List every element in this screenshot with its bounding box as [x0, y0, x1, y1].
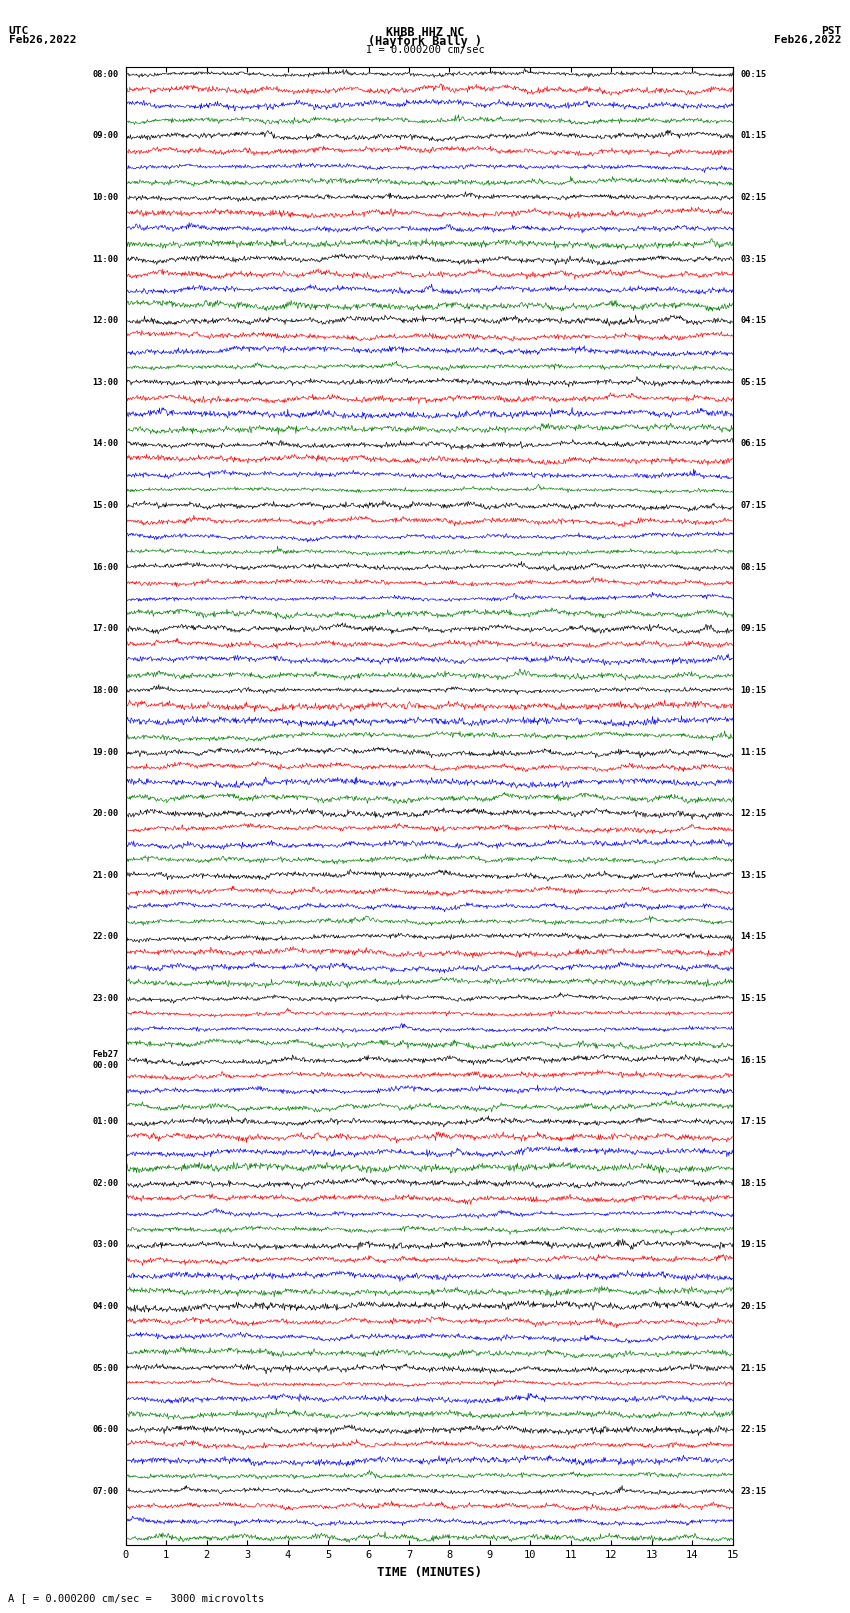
Text: 04:15: 04:15 — [740, 316, 767, 326]
Text: 22:00: 22:00 — [92, 932, 118, 942]
Text: I = 0.000200 cm/sec: I = 0.000200 cm/sec — [366, 45, 484, 55]
Text: 12:00: 12:00 — [92, 316, 118, 326]
Text: 16:15: 16:15 — [740, 1055, 767, 1065]
Text: 11:15: 11:15 — [740, 747, 767, 756]
Text: UTC: UTC — [8, 26, 29, 35]
Text: Feb27
00:00: Feb27 00:00 — [92, 1050, 118, 1069]
Text: Feb26,2022: Feb26,2022 — [8, 35, 76, 45]
Text: 11:00: 11:00 — [92, 255, 118, 263]
Text: 10:15: 10:15 — [740, 686, 767, 695]
Text: 17:00: 17:00 — [92, 624, 118, 634]
Text: Feb26,2022: Feb26,2022 — [774, 35, 842, 45]
Text: 01:15: 01:15 — [740, 131, 767, 140]
Text: 05:00: 05:00 — [92, 1363, 118, 1373]
Text: 16:00: 16:00 — [92, 563, 118, 571]
Text: 12:15: 12:15 — [740, 810, 767, 818]
Text: (Hayfork Bally ): (Hayfork Bally ) — [368, 35, 482, 48]
Text: 21:15: 21:15 — [740, 1363, 767, 1373]
Text: 04:00: 04:00 — [92, 1302, 118, 1311]
Text: 06:00: 06:00 — [92, 1426, 118, 1434]
Text: 19:00: 19:00 — [92, 747, 118, 756]
Text: 08:00: 08:00 — [92, 69, 118, 79]
Text: 08:15: 08:15 — [740, 563, 767, 571]
Text: KHBB HHZ NC: KHBB HHZ NC — [386, 26, 464, 39]
Text: 15:00: 15:00 — [92, 502, 118, 510]
Text: 19:15: 19:15 — [740, 1240, 767, 1250]
Text: 23:00: 23:00 — [92, 994, 118, 1003]
Text: 13:00: 13:00 — [92, 377, 118, 387]
X-axis label: TIME (MINUTES): TIME (MINUTES) — [377, 1566, 482, 1579]
Text: PST: PST — [821, 26, 842, 35]
Text: 00:15: 00:15 — [740, 69, 767, 79]
Text: 02:15: 02:15 — [740, 194, 767, 202]
Text: 18:15: 18:15 — [740, 1179, 767, 1187]
Text: 09:15: 09:15 — [740, 624, 767, 634]
Text: 03:15: 03:15 — [740, 255, 767, 263]
Text: 13:15: 13:15 — [740, 871, 767, 879]
Text: 18:00: 18:00 — [92, 686, 118, 695]
Text: 14:00: 14:00 — [92, 439, 118, 448]
Text: 07:00: 07:00 — [92, 1487, 118, 1495]
Text: 23:15: 23:15 — [740, 1487, 767, 1495]
Text: 22:15: 22:15 — [740, 1426, 767, 1434]
Text: 20:15: 20:15 — [740, 1302, 767, 1311]
Text: 10:00: 10:00 — [92, 194, 118, 202]
Text: 17:15: 17:15 — [740, 1118, 767, 1126]
Text: 15:15: 15:15 — [740, 994, 767, 1003]
Text: 14:15: 14:15 — [740, 932, 767, 942]
Text: 20:00: 20:00 — [92, 810, 118, 818]
Text: 07:15: 07:15 — [740, 502, 767, 510]
Text: 21:00: 21:00 — [92, 871, 118, 879]
Text: 03:00: 03:00 — [92, 1240, 118, 1250]
Text: 06:15: 06:15 — [740, 439, 767, 448]
Text: A [ = 0.000200 cm/sec =   3000 microvolts: A [ = 0.000200 cm/sec = 3000 microvolts — [8, 1594, 264, 1603]
Text: 01:00: 01:00 — [92, 1118, 118, 1126]
Text: 09:00: 09:00 — [92, 131, 118, 140]
Text: 05:15: 05:15 — [740, 377, 767, 387]
Text: 02:00: 02:00 — [92, 1179, 118, 1187]
